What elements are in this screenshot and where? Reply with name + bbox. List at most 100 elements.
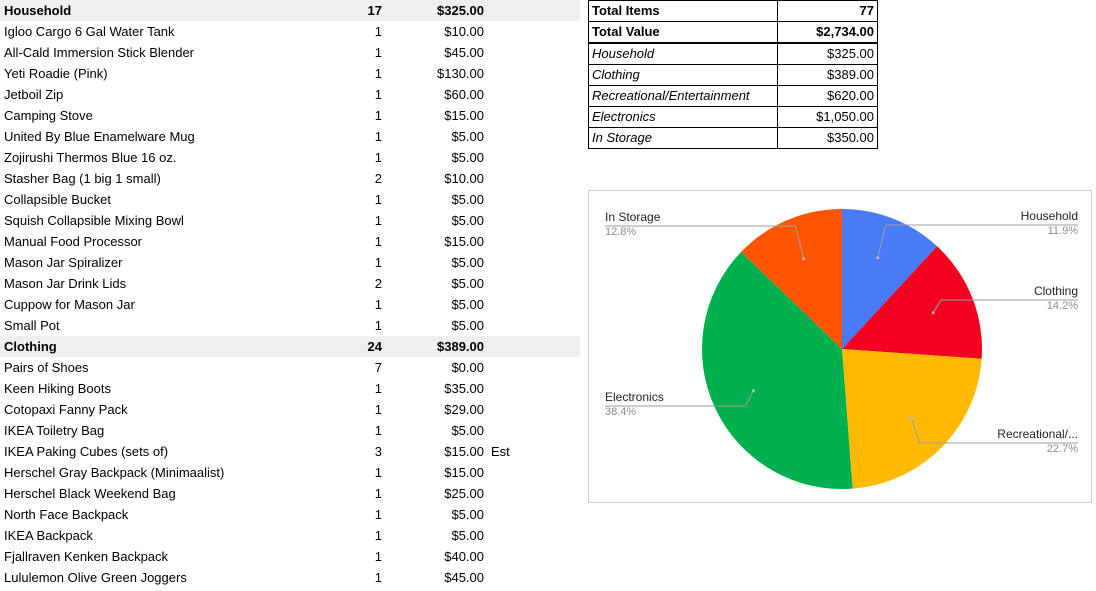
item-name-cell[interactable]: Camping Stove: [4, 108, 93, 123]
summary-row-total-items[interactable]: Total Items 77: [588, 0, 878, 22]
item-quantity-cell[interactable]: 1: [374, 297, 382, 312]
item-name-cell[interactable]: Herschel Gray Backpack (Minimaalist): [4, 465, 225, 480]
item-quantity-cell[interactable]: 1: [374, 318, 382, 333]
summary-row-electronics[interactable]: Electronics $1,050.00: [588, 106, 878, 128]
pie-slice-clothing[interactable]: [842, 246, 982, 359]
item-value-cell[interactable]: $0.00: [451, 360, 484, 375]
item-value-cell[interactable]: $45.00: [444, 45, 484, 60]
category-row[interactable]: Clothing 24 $389.00: [0, 336, 580, 357]
item-row[interactable]: United By Blue Enamelware Mug 1 $5.00: [0, 126, 580, 147]
item-row[interactable]: Small Pot 1 $5.00: [0, 315, 580, 336]
summary-label[interactable]: Electronics: [588, 106, 778, 128]
item-value-cell[interactable]: $389.00: [437, 339, 484, 354]
item-name-cell[interactable]: Jetboil Zip: [4, 87, 64, 102]
item-row[interactable]: Manual Food Processor 1 $15.00: [0, 231, 580, 252]
item-quantity-cell[interactable]: 2: [374, 276, 382, 291]
item-quantity-cell[interactable]: 1: [374, 87, 382, 102]
item-value-cell[interactable]: $5.00: [451, 213, 484, 228]
item-row[interactable]: Igloo Cargo 6 Gal Water Tank 1 $10.00: [0, 21, 580, 42]
item-row[interactable]: Mason Jar Spiralizer 1 $5.00: [0, 252, 580, 273]
item-quantity-cell[interactable]: 1: [374, 465, 382, 480]
item-name-cell[interactable]: Lululemon Olive Green Joggers: [4, 570, 187, 585]
item-value-cell[interactable]: $5.00: [451, 192, 484, 207]
summary-row-total-value[interactable]: Total Value $2,734.00: [588, 21, 878, 44]
item-row[interactable]: Mason Jar Drink Lids 2 $5.00: [0, 273, 580, 294]
summary-value[interactable]: $389.00: [777, 64, 878, 86]
item-name-cell[interactable]: Manual Food Processor: [4, 234, 143, 249]
item-value-cell[interactable]: $5.00: [451, 318, 484, 333]
total-value-label[interactable]: Total Value: [588, 21, 778, 44]
item-row[interactable]: Camping Stove 1 $15.00: [0, 105, 580, 126]
item-quantity-cell[interactable]: 1: [374, 192, 382, 207]
total-value-value[interactable]: $2,734.00: [777, 21, 878, 44]
item-quantity-cell[interactable]: 1: [374, 150, 382, 165]
item-quantity-cell[interactable]: 1: [374, 528, 382, 543]
item-quantity-cell[interactable]: 1: [374, 129, 382, 144]
item-value-cell[interactable]: $45.00: [444, 570, 484, 585]
summary-label[interactable]: Clothing: [588, 64, 778, 86]
item-value-cell[interactable]: $40.00: [444, 549, 484, 564]
pie-slice-household[interactable]: [842, 209, 938, 349]
item-note-cell[interactable]: Est: [491, 444, 510, 459]
item-value-cell[interactable]: $29.00: [444, 402, 484, 417]
summary-value[interactable]: $350.00: [777, 127, 878, 149]
item-quantity-cell[interactable]: 1: [374, 24, 382, 39]
item-row[interactable]: IKEA Toiletry Bag 1 $5.00: [0, 420, 580, 441]
item-value-cell[interactable]: $35.00: [444, 381, 484, 396]
summary-row-in-storage[interactable]: In Storage $350.00: [588, 127, 878, 149]
item-quantity-cell[interactable]: 1: [374, 402, 382, 417]
item-name-cell[interactable]: Clothing: [4, 339, 57, 354]
pie-slice-electronics[interactable]: [702, 251, 853, 489]
item-value-cell[interactable]: $5.00: [451, 423, 484, 438]
item-row[interactable]: IKEA Paking Cubes (sets of) 3 $15.00 Est: [0, 441, 580, 462]
item-name-cell[interactable]: Igloo Cargo 6 Gal Water Tank: [4, 24, 175, 39]
item-row[interactable]: Lululemon Olive Green Joggers 1 $45.00: [0, 567, 580, 588]
item-quantity-cell[interactable]: 1: [374, 45, 382, 60]
item-name-cell[interactable]: Small Pot: [4, 318, 60, 333]
item-value-cell[interactable]: $5.00: [451, 528, 484, 543]
item-value-cell[interactable]: $5.00: [451, 150, 484, 165]
item-value-cell[interactable]: $15.00: [444, 234, 484, 249]
item-value-cell[interactable]: $5.00: [451, 507, 484, 522]
item-value-cell[interactable]: $130.00: [437, 66, 484, 81]
item-row[interactable]: Stasher Bag (1 big 1 small) 2 $10.00: [0, 168, 580, 189]
item-row[interactable]: All-Cald Immersion Stick Blender 1 $45.00: [0, 42, 580, 63]
item-value-cell[interactable]: $10.00: [444, 171, 484, 186]
item-quantity-cell[interactable]: 1: [374, 423, 382, 438]
item-name-cell[interactable]: Mason Jar Spiralizer: [4, 255, 123, 270]
item-name-cell[interactable]: Keen Hiking Boots: [4, 381, 111, 396]
item-name-cell[interactable]: Collapsible Bucket: [4, 192, 111, 207]
summary-row-recreational[interactable]: Recreational/Entertainment $620.00: [588, 85, 878, 107]
pie-slice-in-storage[interactable]: [741, 209, 842, 349]
item-name-cell[interactable]: Squish Collapsible Mixing Bowl: [4, 213, 184, 228]
item-quantity-cell[interactable]: 3: [374, 444, 382, 459]
item-name-cell[interactable]: Stasher Bag (1 big 1 small): [4, 171, 161, 186]
summary-label[interactable]: Household: [588, 42, 778, 65]
item-quantity-cell[interactable]: 1: [374, 255, 382, 270]
item-name-cell[interactable]: IKEA Toiletry Bag: [4, 423, 105, 438]
item-quantity-cell[interactable]: 1: [374, 234, 382, 249]
summary-label[interactable]: Recreational/Entertainment: [588, 85, 778, 107]
item-row[interactable]: Yeti Roadie (Pink) 1 $130.00: [0, 63, 580, 84]
item-value-cell[interactable]: $325.00: [437, 3, 484, 18]
item-quantity-cell[interactable]: 1: [374, 381, 382, 396]
item-value-cell[interactable]: $5.00: [451, 129, 484, 144]
total-items-label[interactable]: Total Items: [588, 0, 778, 22]
item-name-cell[interactable]: IKEA Backpack: [4, 528, 93, 543]
item-value-cell[interactable]: $60.00: [444, 87, 484, 102]
item-row[interactable]: Collapsible Bucket 1 $5.00: [0, 189, 580, 210]
item-name-cell[interactable]: Herschel Black Weekend Bag: [4, 486, 176, 501]
summary-row-household[interactable]: Household $325.00: [588, 42, 878, 65]
item-value-cell[interactable]: $25.00: [444, 486, 484, 501]
item-row[interactable]: Squish Collapsible Mixing Bowl 1 $5.00: [0, 210, 580, 231]
pie-chart[interactable]: Household 11.9% Clothing 14.2% Recreational/…: [588, 190, 1092, 503]
item-name-cell[interactable]: North Face Backpack: [4, 507, 129, 522]
item-quantity-cell[interactable]: 1: [374, 66, 382, 81]
item-value-cell[interactable]: $15.00: [444, 444, 484, 459]
summary-value[interactable]: $1,050.00: [777, 106, 878, 128]
summary-label[interactable]: In Storage: [588, 127, 778, 149]
item-row[interactable]: IKEA Backpack 1 $5.00: [0, 525, 580, 546]
item-quantity-cell[interactable]: 1: [374, 108, 382, 123]
item-value-cell[interactable]: $5.00: [451, 276, 484, 291]
item-row[interactable]: North Face Backpack 1 $5.00: [0, 504, 580, 525]
